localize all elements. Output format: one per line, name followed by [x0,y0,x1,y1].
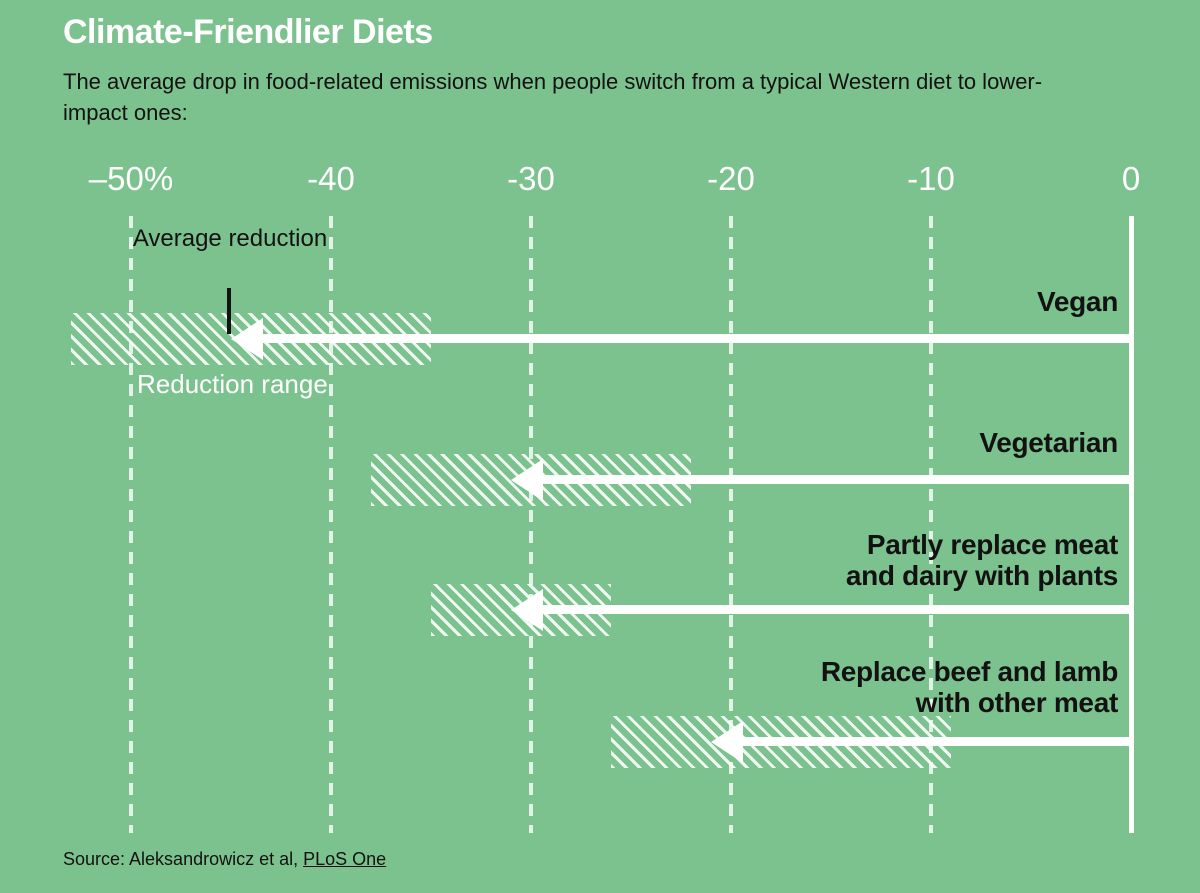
average-reduction-pointer-line [227,288,231,334]
diet-label: Vegan [1037,286,1118,317]
diet-label-line: Partly replace meat [866,529,1118,560]
average-reduction-annotation: Average reduction [132,225,328,252]
gridline [129,216,133,833]
average-arrow-shaft [539,475,1134,484]
diet-label-line: with other meat [915,687,1119,718]
source-text: Source: Aleksandrowicz et al, PLoS One [63,849,386,870]
chart-subtitle-line-1: The average drop in food-related emissio… [63,69,1043,94]
source-link[interactable]: PLoS One [303,849,387,869]
reduction-range-label: Reduction range [137,369,328,399]
average-arrow-shaft [539,605,1134,614]
average-arrow-shaft [259,334,1134,343]
zero-axis-line [1129,216,1134,833]
axis-tick-label: -40 [307,160,355,197]
axis-tick-label: -20 [707,160,755,197]
axis-tick-label: 0 [1121,160,1141,197]
gridline [329,216,333,833]
source-prefix: Source: Aleksandrowicz et al, [63,849,304,869]
gridline [729,216,733,833]
chart-subtitle-line-2: impact ones: [63,100,188,125]
gridline [929,216,933,833]
average-arrow-shaft [739,737,1134,746]
axis-tick-label: –50% [88,160,174,197]
diet-label-line: Replace beef and lamb [820,656,1118,687]
diet-label: Replace beef and lamb with other meat [821,656,1118,718]
diet-label-line: Vegetarian [979,427,1118,458]
chart-subtitle: The average drop in food-related emissio… [63,66,1042,128]
diet-label: Vegetarian [979,427,1118,458]
axis-tick-label: -30 [507,160,555,197]
diet-label-line: and dairy with plants [845,560,1118,591]
gridline [529,216,533,833]
chart-title: Climate-Friendlier Diets [63,13,433,51]
diet-label: Partly replace meat and dairy with plants [846,529,1118,591]
diet-label-line: Vegan [1037,286,1118,317]
axis-tick-label: -10 [907,160,955,197]
